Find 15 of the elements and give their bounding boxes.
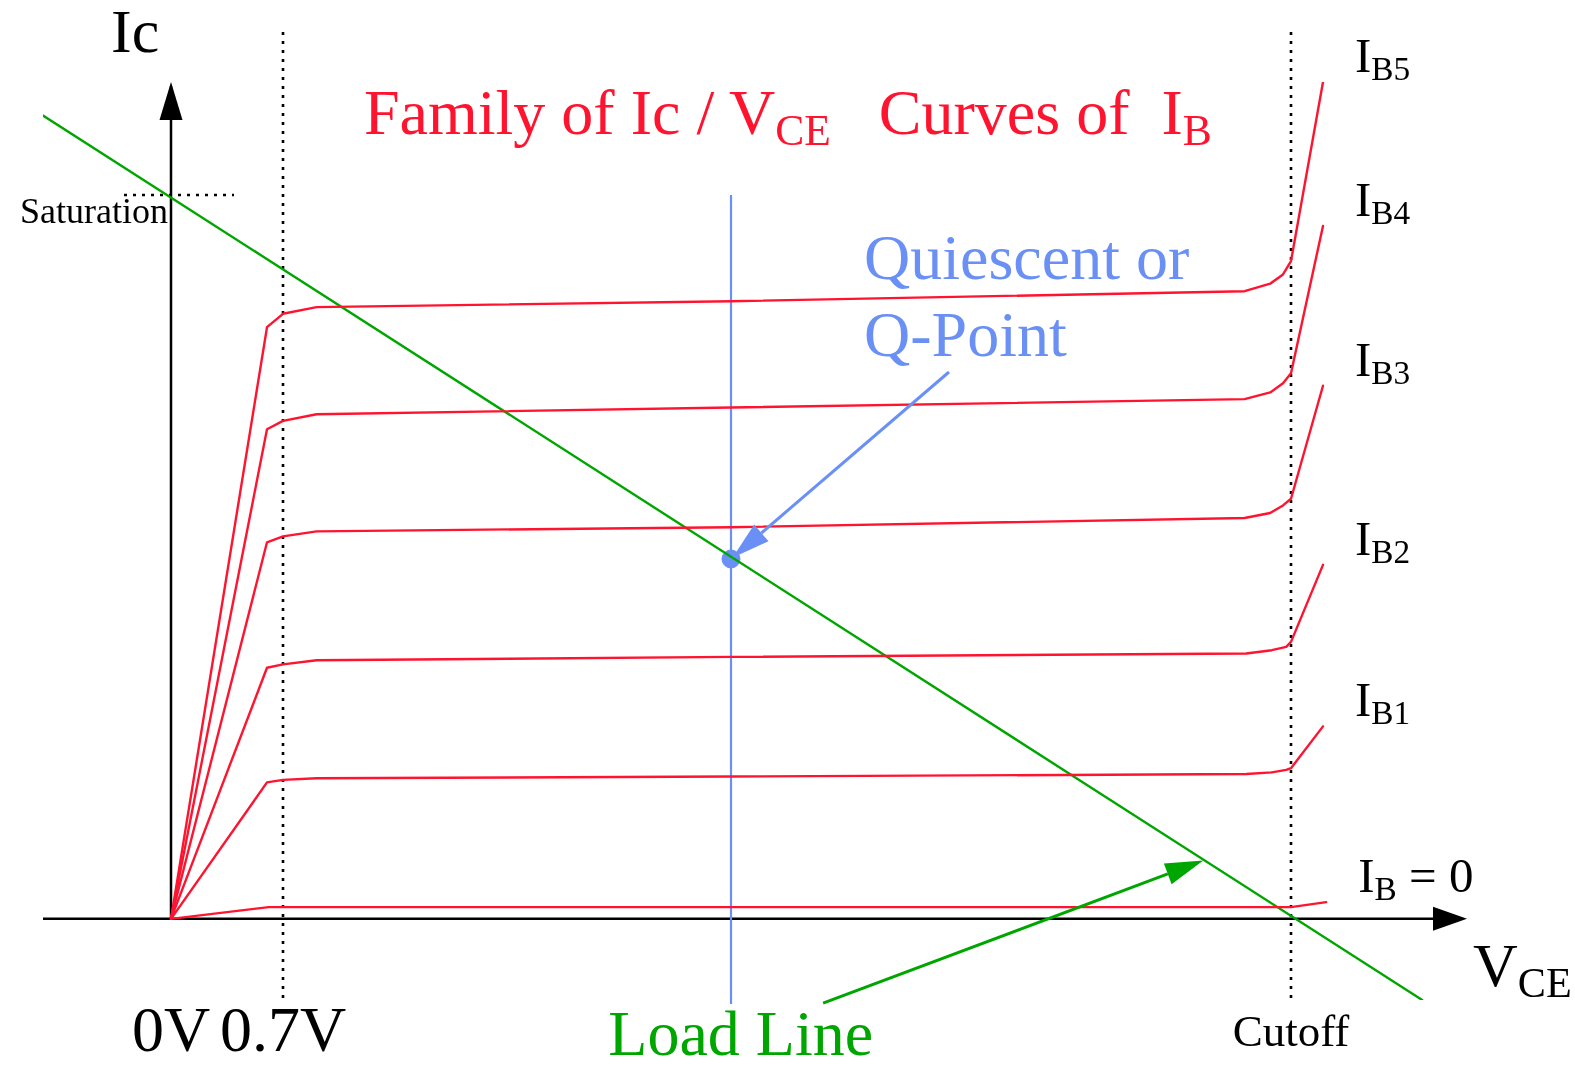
annotation: Quiescent or Q-Point bbox=[864, 221, 1191, 372]
ref-line-label: Cutoff bbox=[1232, 1006, 1350, 1056]
ref-line-label: Saturation bbox=[20, 190, 168, 231]
x-tick-label: 0.7V bbox=[219, 993, 347, 1065]
series-label: I$_{B3}$ bbox=[1355, 331, 1411, 392]
series-label: I$_{B5}$ bbox=[1355, 28, 1411, 88]
series-label: I$_{B4}$ bbox=[1355, 171, 1411, 232]
chart-title: Family of Ic / V$_{CE}$ Curves of I$_{B}$ bbox=[364, 77, 1212, 154]
x-tick-label: 0V bbox=[131, 993, 211, 1065]
annotation: Load Line bbox=[608, 998, 874, 1068]
series-label: I$_{B1}$ bbox=[1355, 672, 1411, 732]
y-axis-title: Ic bbox=[111, 0, 160, 65]
x-axis-title: V$_{CE}$ bbox=[1473, 930, 1572, 1006]
series-label: I$_{B}$ = 0 bbox=[1358, 848, 1474, 908]
series-label: I$_{B2}$ bbox=[1355, 510, 1411, 571]
